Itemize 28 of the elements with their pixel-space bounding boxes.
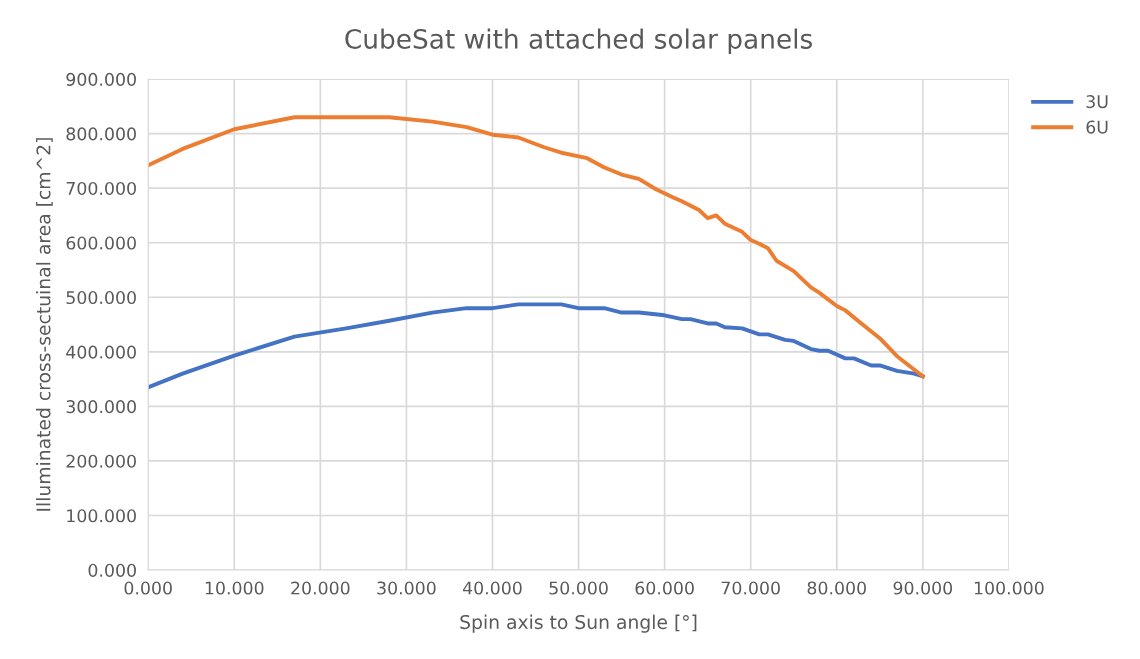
x-tick-label: 90.000 xyxy=(893,581,953,595)
y-axis-title: Illuminated cross-sectuinal area [cm^2] xyxy=(36,138,53,511)
line-series xyxy=(148,115,925,379)
x-tick-label: 80.000 xyxy=(807,581,866,595)
x-tick-label: 60.000 xyxy=(635,581,694,595)
y-tick-label: 300.000 xyxy=(66,400,136,414)
y-tick-label: 500.000 xyxy=(66,290,136,305)
x-tick-label: 100.000 xyxy=(974,581,1044,595)
y-tick-label: 600.000 xyxy=(66,236,136,250)
x-tick-label: 0.000 xyxy=(124,581,172,595)
y-tick-label: 800.000 xyxy=(66,127,136,141)
x-tick-label: 70.000 xyxy=(721,581,780,595)
y-tick-label: 900.000 xyxy=(66,72,136,86)
x-tick-label: 10.000 xyxy=(205,581,264,595)
x-tick-label: 30.000 xyxy=(377,581,436,595)
y-tick-label: 400.000 xyxy=(66,345,136,359)
y-tick-label: 700.000 xyxy=(66,181,136,196)
y-tick-label: 0.000 xyxy=(88,563,136,577)
x-axis-title: Spin axis to Sun angle [°] xyxy=(460,614,697,633)
legend-label: 6U xyxy=(1086,120,1108,134)
legend-label: 3U xyxy=(1086,95,1108,109)
x-tick-label: 40.000 xyxy=(462,581,522,595)
y-tick-label: 100.000 xyxy=(67,509,136,523)
line-series xyxy=(148,302,925,390)
chart-title: CubeSat with attached solar panels xyxy=(345,28,812,55)
x-tick-label: 20.000 xyxy=(291,581,350,595)
x-tick-label: 50.000 xyxy=(549,581,608,595)
y-tick-label: 200.000 xyxy=(66,454,136,468)
